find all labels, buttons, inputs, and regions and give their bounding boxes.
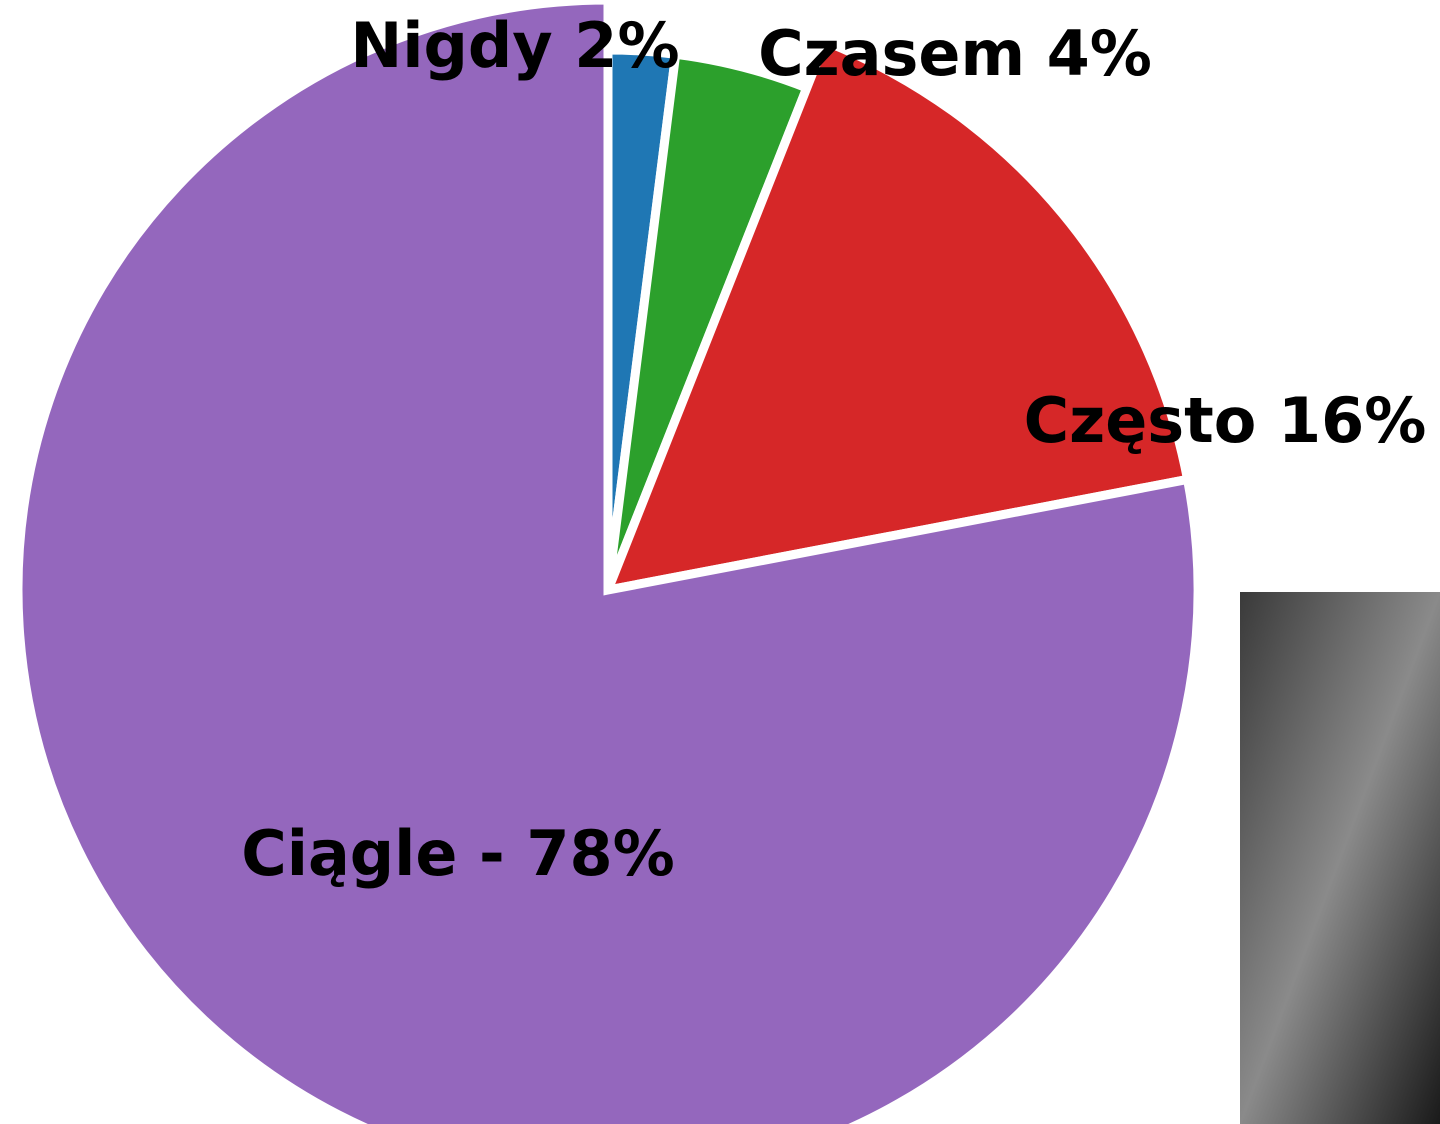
photo [1240,592,1440,1124]
labels: Nigdy 2% Czasem 4% Często 16% Ciągle - 78% [241,9,1426,890]
data-label: Ciągle - 78% [241,817,675,890]
data-label: Nigdy 2% [350,9,679,82]
pie-slice [600,35,1193,596]
pie-slice [13,0,1203,1124]
pie [13,0,1203,1124]
data-label: Czasem 4% [758,17,1152,90]
data-label: Często 16% [1024,384,1427,457]
